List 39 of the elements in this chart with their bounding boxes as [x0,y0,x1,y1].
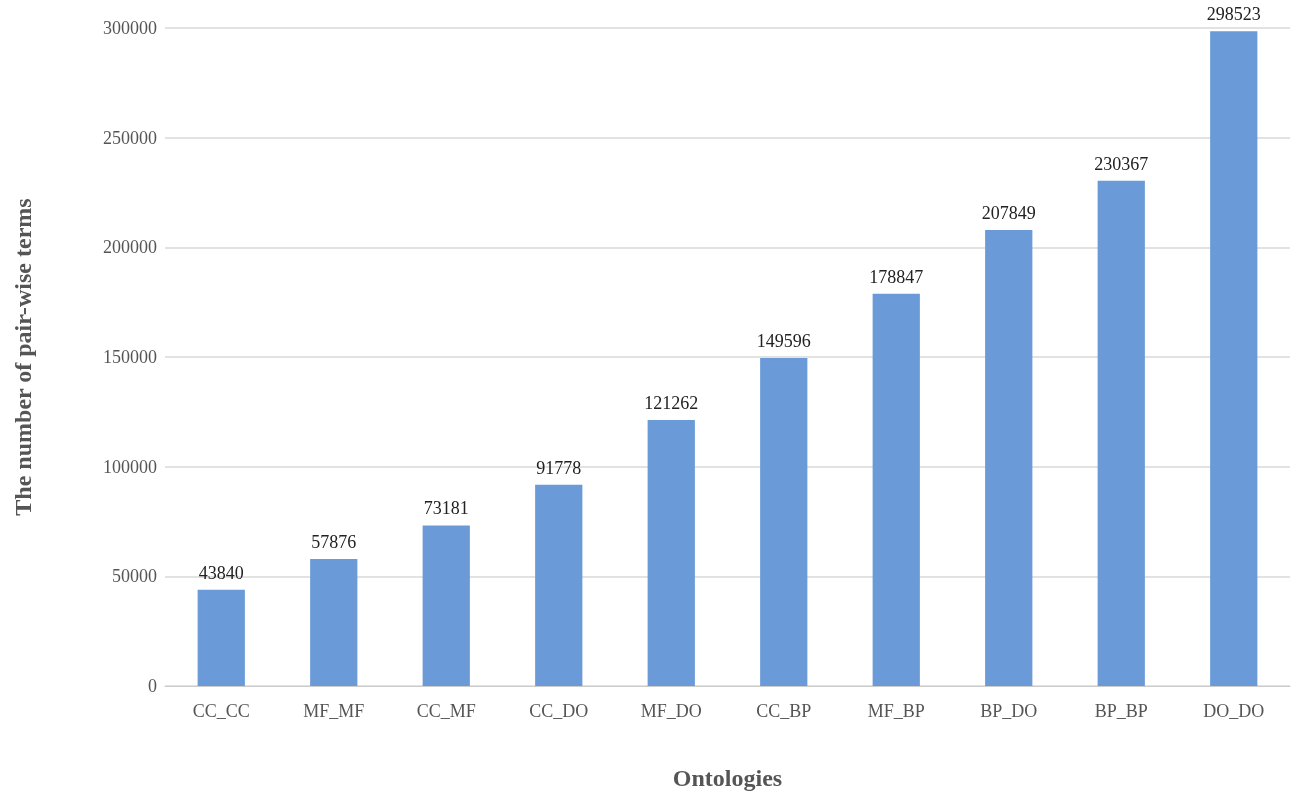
bar [310,559,358,686]
bar [197,589,245,686]
bar [535,484,583,686]
x-tick-label: BP_DO [980,701,1038,721]
data-label: 230367 [1094,153,1149,174]
bar [760,357,808,686]
data-label: 91778 [536,457,582,478]
x-tick-label: CC_CC [192,701,250,721]
data-label: 178847 [869,266,924,287]
bar [422,525,470,686]
x-tick-label: CC_MF [416,701,476,721]
data-label: 298523 [1206,4,1261,25]
x-tick-label: MF_MF [303,701,365,721]
y-tick-label: 300000 [103,18,157,38]
x-tick-label: BP_BP [1094,701,1148,721]
x-tick-label: MF_BP [867,701,925,721]
data-label: 207849 [981,203,1036,224]
x-axis-title: Ontologies [672,765,783,791]
y-tick-label: 150000 [103,347,157,367]
x-tick-label: CC_BP [756,701,812,721]
y-tick-label: 250000 [103,127,157,148]
data-label: 57876 [311,532,357,553]
bar [1097,180,1145,686]
data-label: 43840 [198,562,244,583]
bar [1210,31,1258,686]
x-tick-label: DO_DO [1203,701,1265,721]
data-label: 73181 [423,498,469,519]
bar [872,293,920,686]
data-label: 121262 [644,393,699,414]
y-tick-label: 100000 [103,456,157,477]
x-tick-label: MF_DO [640,701,702,721]
y-tick-label: 50000 [112,566,157,587]
y-tick-label: 0 [148,676,157,696]
x-tick-label: CC_DO [529,701,589,721]
y-axis-title: The number of pair-wise terms [10,198,36,516]
bar [985,230,1033,686]
data-label: 149596 [756,330,811,351]
bar [647,420,695,686]
y-tick-label: 200000 [103,237,157,258]
